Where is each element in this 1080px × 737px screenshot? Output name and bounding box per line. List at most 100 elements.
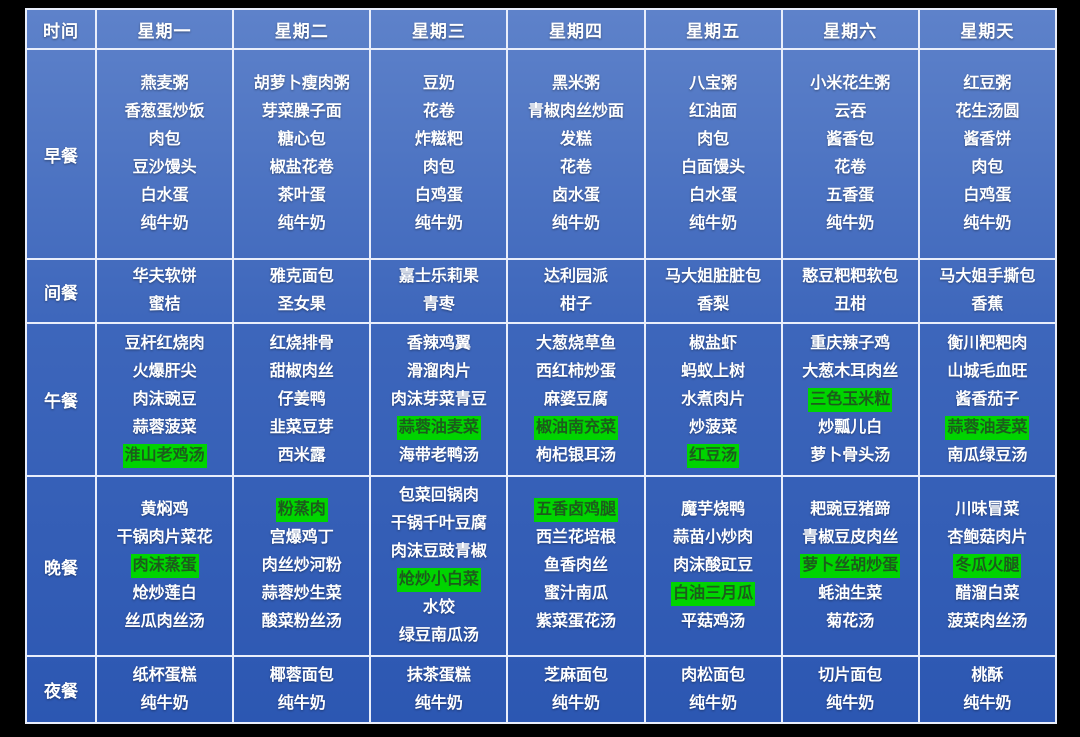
menu-item: 大葱木耳肉丝 xyxy=(783,358,918,386)
menu-item: 炸糍粑 xyxy=(371,126,506,154)
menu-item: 芝麻面包 xyxy=(508,662,643,690)
menu-cell-night-day7: 桃酥 纯牛奶 xyxy=(917,655,1058,724)
header-cell-day-2: 星期二 xyxy=(232,8,372,50)
menu-item-text: 小米花生粥 xyxy=(810,75,891,92)
menu-item: 肉沫芽菜青豆 xyxy=(371,386,506,414)
menu-cell-night-day1: 纸杯蛋糕 纯牛奶 xyxy=(94,655,235,724)
menu-item: 耙豌豆猪蹄 xyxy=(783,496,918,524)
menu-item-text: 醋溜白菜 xyxy=(955,585,1020,602)
menu-item: 纯牛奶 xyxy=(783,210,918,238)
menu-item: 包菜回锅肉 xyxy=(371,482,506,510)
menu-item-text: 红油面 xyxy=(689,103,738,120)
menu-item: 山城毛血旺 xyxy=(920,358,1055,386)
menu-item-text: 炒菠菜 xyxy=(689,418,738,436)
menu-item-text: 红烧排骨 xyxy=(269,334,334,352)
menu-item: 白水蛋 xyxy=(646,182,781,210)
highlight-chip: 三色玉米粒 xyxy=(808,387,893,412)
menu-item: 雅克面包 xyxy=(234,263,369,291)
menu-item-text: 纯牛奶 xyxy=(689,694,738,712)
menu-item: 紫菜蛋花汤 xyxy=(508,608,643,636)
menu-item: 炒瓢儿白 xyxy=(783,414,918,442)
menu-item: 椰蓉面包 xyxy=(234,662,369,690)
menu-cell-breakfast-day5: 八宝粥 红油面 肉包 白面馒头 白水蛋 纯牛奶 xyxy=(643,48,783,260)
menu-item-text: 枸杞银耳汤 xyxy=(535,446,616,464)
menu-item-text: 青椒肉丝炒面 xyxy=(527,103,624,120)
menu-item-text: 香梨 xyxy=(697,296,730,313)
menu-item-text: 卤水蛋 xyxy=(551,187,600,204)
menu-item: 纯牛奶 xyxy=(97,690,232,718)
menu-item: 蒜苗小炒肉 xyxy=(646,524,781,552)
menu-item: 豆杆红烧肉 xyxy=(97,330,232,358)
menu-item-text: 山城毛血旺 xyxy=(947,362,1028,380)
menu-item-text: 酸菜粉丝汤 xyxy=(261,613,342,630)
menu-item: 火爆肝尖 xyxy=(97,358,232,386)
menu-item: 桃酥 xyxy=(920,662,1055,690)
weekly-meal-menu-table: 时间 星期一 星期二 星期三 星期四 星期五 星期六 星期天 早餐 燕麦粥 香葱蛋炒饭 肉包 豆沙馒头… xyxy=(25,8,1058,724)
menu-item-text: 绿豆南瓜汤 xyxy=(398,627,479,644)
menu-item: 小米花生粥 xyxy=(783,70,918,98)
menu-item-text: 花卷 xyxy=(559,159,592,176)
menu-item: 肉包 xyxy=(97,126,232,154)
menu-item-text: 紫菜蛋花汤 xyxy=(535,613,616,630)
menu-item-text: 纯牛奶 xyxy=(277,215,326,232)
menu-cell-breakfast-day7: 红豆粥 花生汤圆 酱香饼 肉包 白鸡蛋 纯牛奶 xyxy=(917,48,1058,260)
menu-item-text: 川味冒菜 xyxy=(955,501,1020,518)
menu-item: 衡川粑粑肉 xyxy=(920,330,1055,358)
menu-item-text: 重庆辣子鸡 xyxy=(810,334,891,352)
menu-item: 燕麦粥 xyxy=(97,70,232,98)
menu-item: 鱼香肉丝 xyxy=(508,552,643,580)
menu-item: 纯牛奶 xyxy=(646,210,781,238)
menu-item-highlighted: 肉沫蒸蛋 xyxy=(97,552,232,580)
menu-item: 白水蛋 xyxy=(97,182,232,210)
menu-cell-lunch-day3: 香辣鸡翼 滑溜肉片 肉沫芽菜青豆 蒜蓉油麦菜 海带老鸭汤 xyxy=(369,322,509,477)
menu-item: 菠菜肉丝汤 xyxy=(920,608,1055,636)
menu-item: 胡萝卜瘦肉粥 xyxy=(234,70,369,98)
menu-item-text: 滑溜肉片 xyxy=(406,362,471,380)
menu-item: 纯牛奶 xyxy=(783,690,918,718)
header-row: 时间 星期一 星期二 星期三 星期四 星期五 星期六 星期天 xyxy=(25,8,1058,50)
menu-item-text: 雅克面包 xyxy=(269,268,334,285)
menu-item-text: 纯牛奶 xyxy=(551,694,600,712)
menu-item-text: 麻婆豆腐 xyxy=(543,390,608,408)
menu-item-text: 白水蛋 xyxy=(689,187,738,204)
menu-item-text: 五香蛋 xyxy=(826,187,875,204)
menu-item: 海带老鸭汤 xyxy=(371,442,506,470)
menu-item-text: 肉沫豌豆 xyxy=(132,390,197,408)
menu-item: 憨豆粑粑软包 xyxy=(783,263,918,291)
menu-item: 蒜蓉菠菜 xyxy=(97,414,232,442)
menu-item: 青枣 xyxy=(371,291,506,319)
menu-item: 白面馒头 xyxy=(646,154,781,182)
header-cell-day-6: 星期六 xyxy=(780,8,920,50)
menu-item: 绿豆南瓜汤 xyxy=(371,622,506,650)
menu-item: 香蕉 xyxy=(920,291,1055,319)
menu-item-text: 红豆粥 xyxy=(963,75,1012,92)
menu-item: 枸杞银耳汤 xyxy=(508,442,643,470)
meal-row-breakfast: 早餐 燕麦粥 香葱蛋炒饭 肉包 豆沙馒头 白水蛋 纯牛奶 胡萝卜瘦肉粥 芽菜臊子面 糖心包 椒盐花卷… xyxy=(25,48,1058,260)
menu-item-highlighted: 炝炒小白菜 xyxy=(371,566,506,594)
menu-item-text: 胡萝卜瘦肉粥 xyxy=(253,75,350,92)
menu-item-text: 丑柑 xyxy=(834,296,867,313)
menu-item: 魔芋烧鸭 xyxy=(646,496,781,524)
highlight-chip: 萝卜丝胡炒蛋 xyxy=(800,554,901,578)
menu-item-text: 包菜回锅肉 xyxy=(398,487,479,504)
menu-cell-lunch-day7: 衡川粑粑肉 山城毛血旺 酱香茄子 蒜蓉油麦菜 南瓜绿豆汤 xyxy=(917,322,1058,477)
menu-item: 花卷 xyxy=(783,154,918,182)
menu-item: 马大姐脏脏包 xyxy=(646,263,781,291)
menu-item-text: 酱香包 xyxy=(826,131,875,148)
meal-row-dinner: 晚餐 黄焖鸡 干锅肉片菜花 肉沫蒸蛋 炝炒莲白 丝瓜肉丝汤 粉蒸肉 宫爆鸡丁 肉丝炒河粉 蒜蓉炒生… xyxy=(25,475,1058,657)
menu-item-highlighted: 冬瓜火腿 xyxy=(920,552,1055,580)
menu-item: 醋溜白菜 xyxy=(920,580,1055,608)
menu-item: 红油面 xyxy=(646,98,781,126)
menu-item: 芽菜臊子面 xyxy=(234,98,369,126)
menu-item: 肉包 xyxy=(371,154,506,182)
menu-item-text: 大葱烧草鱼 xyxy=(535,334,616,352)
menu-item-highlighted: 五香卤鸡腿 xyxy=(508,496,643,524)
menu-item-text: 肉包 xyxy=(148,131,181,148)
menu-item: 干锅千叶豆腐 xyxy=(371,510,506,538)
menu-item: 蜜汁南瓜 xyxy=(508,580,643,608)
menu-item: 茶叶蛋 xyxy=(234,182,369,210)
menu-item-text: 肉沫酸豇豆 xyxy=(673,557,754,574)
menu-item: 马大姐手撕包 xyxy=(920,263,1055,291)
menu-item-text: 肉包 xyxy=(971,159,1004,176)
menu-item-text: 萝卜骨头汤 xyxy=(810,446,891,464)
